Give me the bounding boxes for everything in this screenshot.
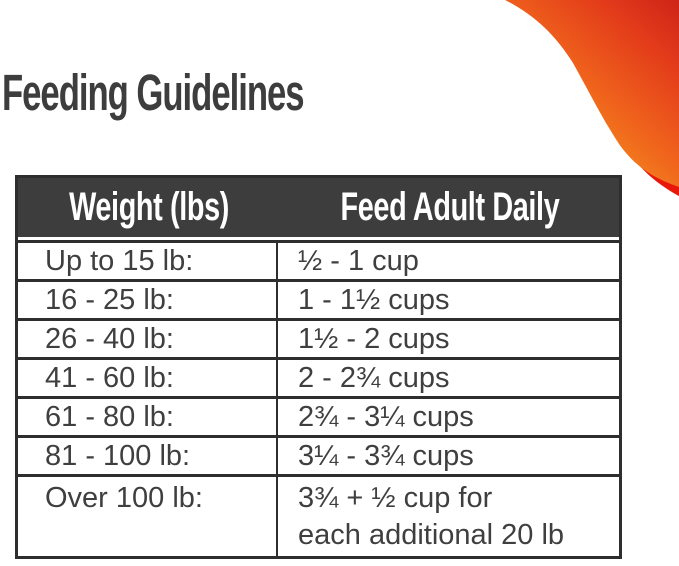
column-header-weight: Weight (lbs) <box>69 185 229 229</box>
feed-cell: ½ - 1 cup <box>298 244 419 277</box>
feed-cell-line2: each additional 20 lb <box>298 519 565 551</box>
weight-cell: 61 - 80 lb: <box>18 399 278 435</box>
feed-cell: 2 - 2¾ cups <box>298 361 450 394</box>
table-row: 61 - 80 lb: 2¾ - 3¼ cups <box>18 396 619 435</box>
page-title: Feeding Guidelines <box>2 64 305 121</box>
weight-cell: Over 100 lb: <box>18 477 278 556</box>
column-header-feed: Feed Adult Daily <box>340 185 559 229</box>
table-row: 26 - 40 lb: 1½ - 2 cups <box>18 318 619 357</box>
table-row: 16 - 25 lb: 1 - 1½ cups <box>18 279 619 318</box>
table-row: Up to 15 lb: ½ - 1 cup <box>18 240 619 279</box>
swoosh-body <box>505 0 679 187</box>
feed-cell: 1½ - 2 cups <box>298 322 450 355</box>
table-row: Over 100 lb: 3¾ + ½ cup for each additio… <box>18 474 619 556</box>
table-header-row: Weight (lbs) Feed Adult Daily <box>18 178 619 240</box>
weight-cell: 41 - 60 lb: <box>18 360 278 396</box>
weight-cell: 16 - 25 lb: <box>18 282 278 318</box>
table-row: 81 - 100 lb: 3¼ - 3¾ cups <box>18 435 619 474</box>
weight-cell: 26 - 40 lb: <box>18 321 278 357</box>
swoosh-red-edge <box>512 0 679 196</box>
weight-cell: 81 - 100 lb: <box>18 438 278 474</box>
feed-cell: 2¾ - 3¼ cups <box>298 400 474 433</box>
table-row: 41 - 60 lb: 2 - 2¾ cups <box>18 357 619 396</box>
weight-cell: Up to 15 lb: <box>18 243 278 279</box>
feed-cell: 1 - 1½ cups <box>298 283 450 316</box>
feed-cell: 3¼ - 3¾ cups <box>298 439 474 472</box>
feed-cell-line1: 3¾ + ½ cup for <box>298 482 493 514</box>
feed-cell: 3¾ + ½ cup for each additional 20 lb <box>278 477 619 556</box>
feeding-guidelines-table: Weight (lbs) Feed Adult Daily Up to 15 l… <box>15 175 622 559</box>
